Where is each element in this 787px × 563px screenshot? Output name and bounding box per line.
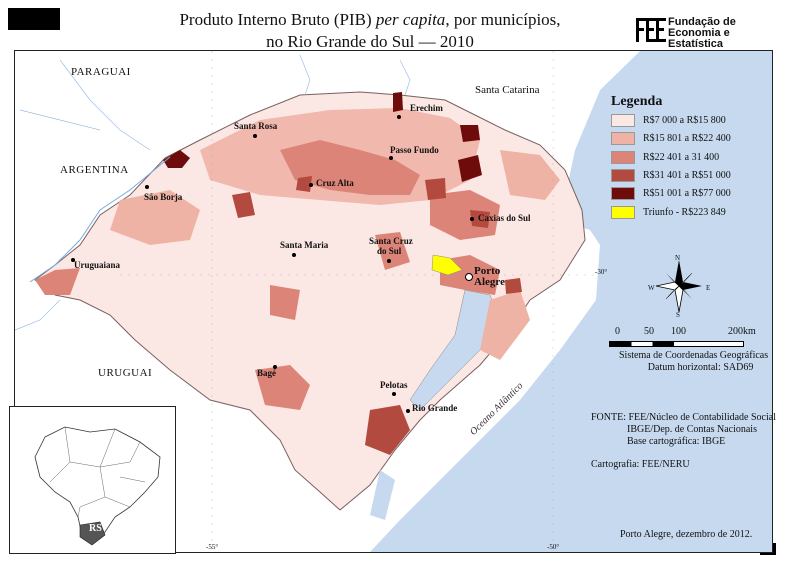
scale-tick-200: 200km: [728, 326, 756, 337]
city-label-passo-fundo: Passo Fundo: [390, 145, 439, 155]
map-canvas: [15, 51, 772, 552]
inset-brazil-map: [34, 426, 161, 546]
region-uruguaiana: [35, 268, 80, 295]
coordinate-system: Sistema de Coordenadas Geográficas Datum…: [619, 350, 769, 373]
compass-n: N: [675, 254, 681, 262]
scale-tick-100: 100: [671, 326, 686, 337]
city-marker-caxias: [470, 217, 474, 221]
lagoa-mirim: [370, 470, 395, 520]
city-label-cruz-alta: Cruz Alta: [316, 178, 354, 188]
region-coast: [480, 290, 530, 360]
municipality-high-1: [296, 176, 312, 192]
municipality-high-2: [232, 192, 255, 218]
river-4: [15, 299, 61, 331]
date-text: Porto Alegre, dezembro de 2012.: [620, 529, 753, 540]
inset-states: [49, 426, 146, 518]
grid-label-lon-55: -55°: [206, 543, 219, 551]
legend-swatch: [611, 114, 635, 127]
map-title-line-1: Produto Interno Bruto (PIB) per capita, …: [179, 10, 561, 29]
grid-label-lon-50: -50°: [547, 543, 560, 551]
map-frame: [14, 50, 773, 553]
city-marker-uruguaiana: [71, 258, 75, 262]
city-marker-porto-alegre: [465, 273, 473, 281]
legend-swatch: [611, 187, 635, 200]
inset-rs-highlight: [79, 521, 106, 546]
legend-swatch: [611, 151, 635, 164]
municipality-very-high-1: [163, 150, 190, 168]
river-uruguay: [29, 156, 171, 283]
municipality-high-4: [425, 178, 446, 200]
city-label-rio-grande: Rio Grande: [412, 403, 458, 413]
city-label-erechim: Erechim: [410, 103, 443, 113]
river-2: [19, 109, 101, 131]
fee-logo-icon: [636, 18, 666, 42]
municipality-very-high-4: [458, 155, 482, 182]
municipality-very-high-2: [393, 92, 403, 112]
city-marker-cruz-alta: [309, 183, 313, 187]
inset-rs-label: RS: [89, 523, 102, 534]
city-marker-santa-cruz: [387, 259, 391, 263]
municipality-high-5: [470, 210, 490, 228]
municipality-triunfo: [431, 254, 463, 276]
legend-swatch: [611, 132, 635, 145]
fee-logo-text: Fundação de Economia e Estatística: [668, 16, 736, 50]
municipality-high-3: [505, 278, 522, 294]
city-marker-santa-maria: [292, 253, 296, 257]
municipality-very-high-3: [460, 125, 480, 142]
region-rio-grande: [365, 405, 410, 455]
grid-label-lat: -30°: [595, 268, 608, 276]
region-caxias: [430, 190, 500, 240]
city-label-sao-borja: São Borja: [144, 192, 183, 202]
river-5: [399, 59, 411, 96]
north-arrow-icon: [655, 260, 702, 313]
corner-mark-top-left: [8, 8, 60, 30]
source-text: FONTE: FEE/Núcleo de Contabilidade Socia…: [591, 412, 776, 447]
scale-tick-0: 0: [615, 326, 620, 337]
city-label-santa-maria: Santa Maria: [280, 240, 329, 250]
city-label-bage: Bagé: [257, 368, 276, 378]
city-marker-rio-grande: [406, 409, 410, 413]
map-title-line-2: no Rio Grande do Sul — 2010: [266, 32, 474, 51]
region-northeast-medium: [500, 150, 560, 200]
region-north-high: [280, 140, 420, 195]
country-label-uruguai: URUGUAI: [98, 367, 153, 379]
city-marker-erechim: [397, 115, 401, 119]
compass-w: W: [648, 284, 655, 292]
city-label-uruguaiana: Uruguaiana: [74, 260, 121, 270]
ocean-area: [370, 51, 772, 552]
city-label-santa-rosa: Santa Rosa: [234, 121, 278, 131]
country-label-paraguai: PARAGUAI: [71, 66, 131, 78]
city-marker-sao-borja: [145, 185, 149, 189]
city-label-caxias: Caxias do Sul: [478, 213, 531, 223]
city-label-porto-alegre: Porto Alegre: [474, 265, 505, 288]
city-marker-santa-rosa: [253, 134, 257, 138]
city-label-santa-cruz: Santa Cruz do Sul: [369, 236, 413, 256]
compass-s: S: [676, 311, 680, 319]
river-3: [299, 54, 311, 96]
city-label-pelotas: Pelotas: [380, 380, 408, 390]
city-marker-pelotas: [392, 392, 396, 396]
state-label-santa-catarina: Santa Catarina: [475, 84, 540, 96]
city-marker-bage: [273, 365, 277, 369]
compass-e: E: [706, 284, 711, 292]
scale-bar: [609, 341, 744, 347]
region-south-west: [255, 365, 310, 410]
legend-title: Legenda: [611, 94, 663, 109]
city-marker-passo-fundo: [389, 156, 393, 160]
legend-swatch: [611, 169, 635, 182]
region-center: [270, 285, 300, 320]
cartography-credit: Cartografia: FEE/NERU: [591, 459, 690, 470]
scale-tick-50: 50: [644, 326, 654, 337]
country-label-argentina: ARGENTINA: [60, 164, 129, 176]
river-1: [59, 59, 151, 151]
region-santa-cruz: [375, 232, 410, 270]
legend-swatch: [611, 206, 635, 219]
region-west-medium: [110, 190, 200, 245]
